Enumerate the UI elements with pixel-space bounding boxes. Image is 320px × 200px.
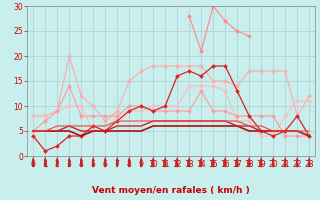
X-axis label: Vent moyen/en rafales ( km/h ): Vent moyen/en rafales ( km/h ) bbox=[92, 186, 250, 195]
